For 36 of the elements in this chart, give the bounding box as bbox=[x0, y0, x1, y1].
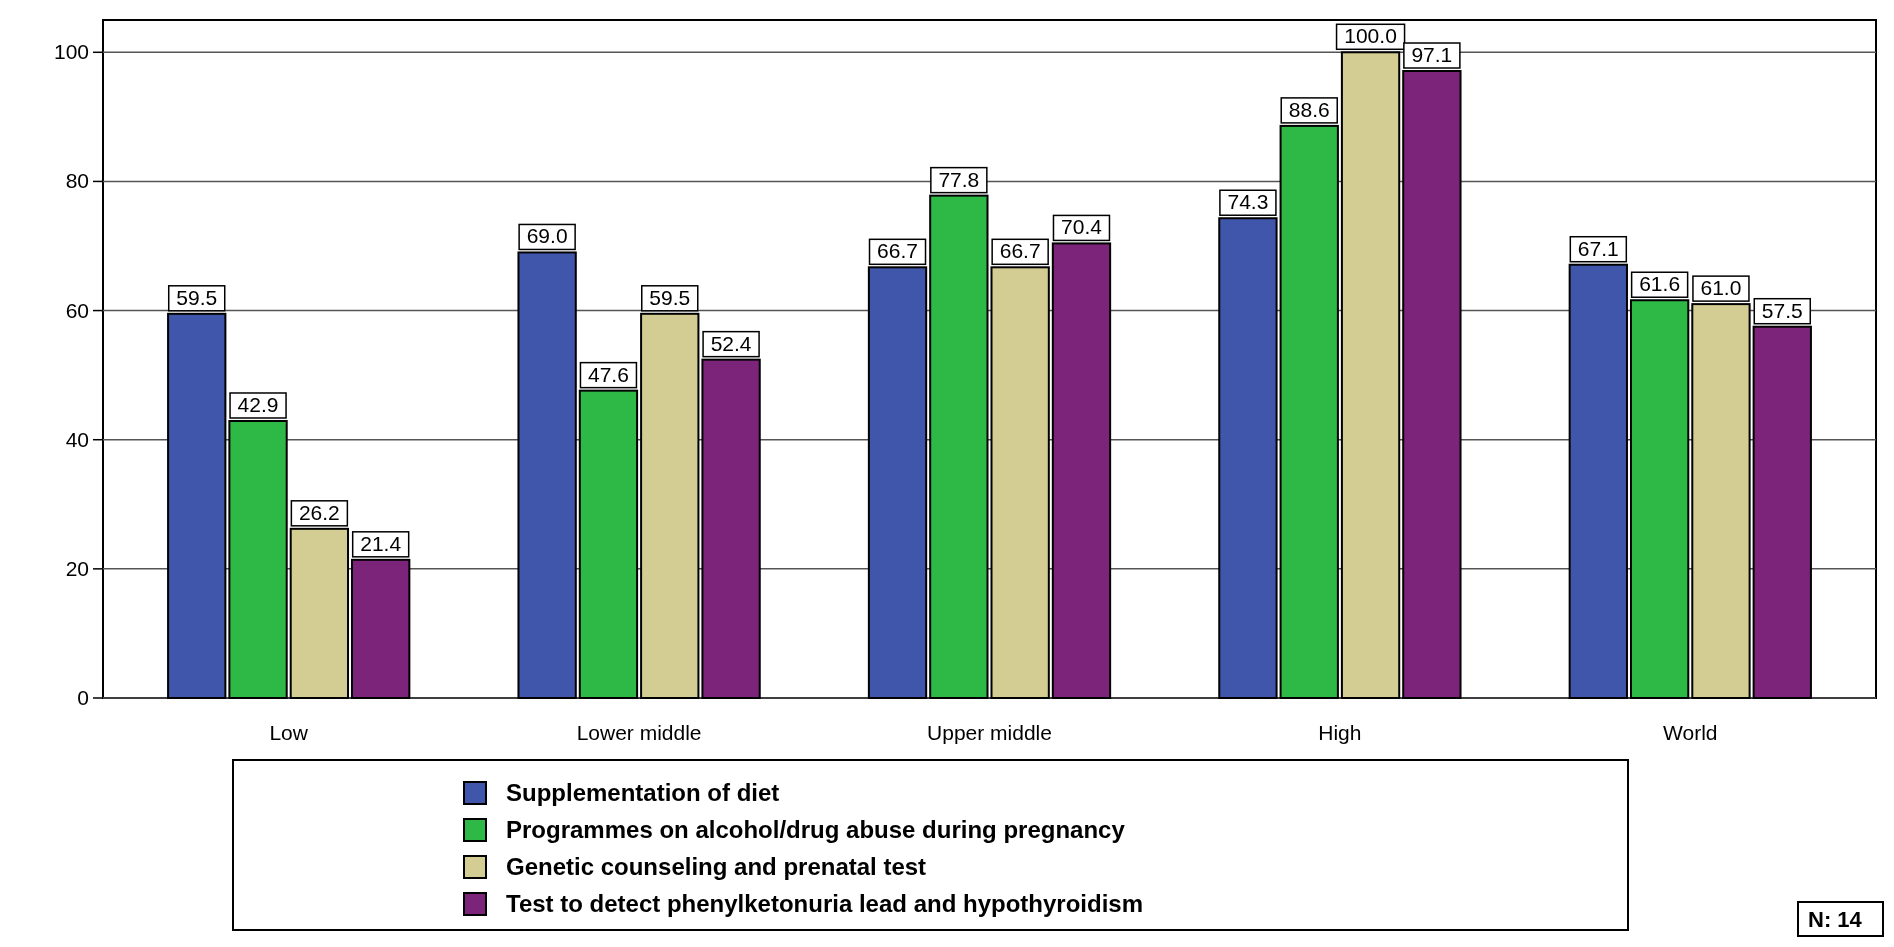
data-label: 88.6 bbox=[1288, 97, 1330, 121]
data-label: 66.7 bbox=[877, 239, 918, 263]
x-tick-label: Lower middle bbox=[576, 721, 702, 744]
data-label: 59.5 bbox=[176, 285, 218, 309]
data-label: 21.4 bbox=[360, 531, 402, 555]
legend-label: Programmes on alcohol/drug abuse during pregnancy bbox=[506, 816, 1126, 843]
data-label: 52.4 bbox=[710, 331, 752, 355]
data-label: 26.2 bbox=[298, 500, 340, 524]
y-tick-label: 100 bbox=[53, 40, 89, 64]
y-tick-label: 60 bbox=[65, 298, 89, 322]
y-tick-label: 20 bbox=[65, 556, 89, 580]
legend-label: Supplementation of diet bbox=[506, 779, 780, 806]
data-label: 61.0 bbox=[1700, 276, 1742, 300]
data-label: 61.6 bbox=[1639, 272, 1681, 296]
y-tick-label: 0 bbox=[77, 686, 89, 709]
y-tick-label: 80 bbox=[65, 169, 89, 193]
data-label: 59.5 bbox=[649, 285, 691, 309]
y-tick-label: 40 bbox=[65, 427, 89, 451]
text: N: 14 bbox=[1808, 907, 1863, 932]
data-label: 66.7 bbox=[999, 239, 1041, 263]
x-tick-label: High bbox=[1318, 721, 1362, 744]
x-tick-label: Low bbox=[269, 721, 309, 744]
data-label: 97.1 bbox=[1411, 43, 1453, 67]
data-label: 57.5 bbox=[1761, 298, 1803, 322]
data-label: 47.6 bbox=[588, 362, 629, 386]
legend-label: Genetic counseling and prenatal test bbox=[506, 853, 927, 880]
x-tick-label: Upper middle bbox=[927, 721, 1052, 744]
data-label: 69.0 bbox=[526, 224, 568, 248]
data-label: 74.3 bbox=[1227, 190, 1269, 214]
data-label: 77.8 bbox=[938, 167, 980, 191]
x-tick-label: World bbox=[1663, 721, 1718, 744]
data-label: 42.9 bbox=[237, 392, 279, 416]
legend-label: Test to detect phenylketonuria lead and hypothyroidism bbox=[506, 890, 1143, 917]
data-label: 70.4 bbox=[1061, 215, 1103, 239]
data-label: 100.0 bbox=[1344, 24, 1397, 48]
data-label: 67.1 bbox=[1577, 236, 1619, 260]
